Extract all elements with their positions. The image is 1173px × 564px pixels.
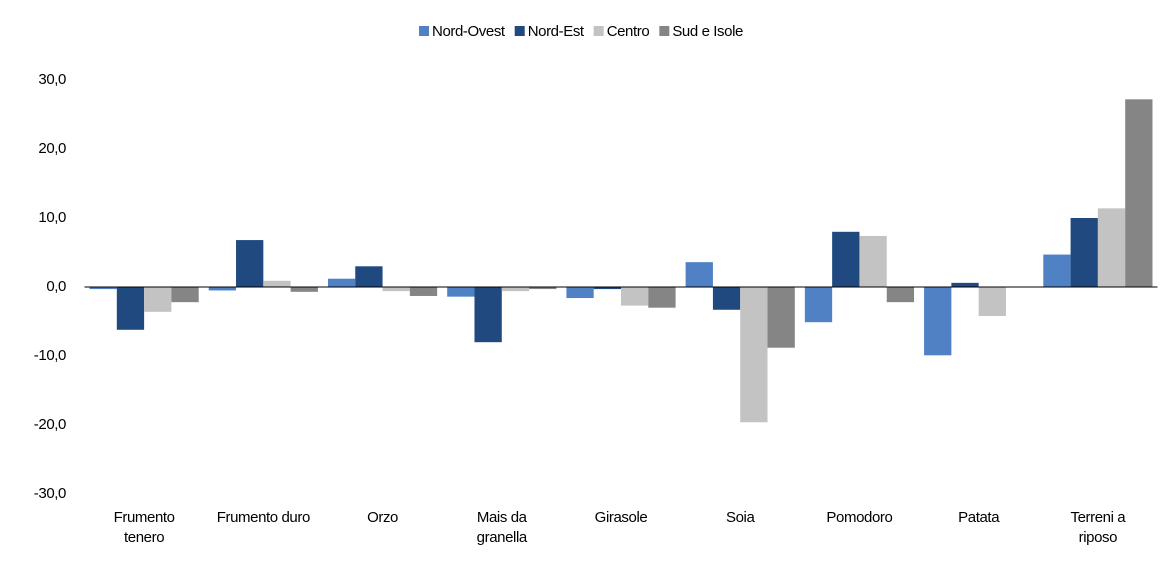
bar: [171, 287, 199, 303]
bar: [685, 262, 713, 287]
x-tick-label: Pomodoro: [826, 509, 893, 526]
legend-label: Centro: [607, 23, 650, 40]
bar: [924, 287, 952, 356]
legend-label: Sud e Isole: [672, 23, 743, 40]
bar: [144, 287, 172, 312]
bar: [474, 287, 502, 343]
bar: [1043, 254, 1071, 287]
bar: [501, 287, 530, 292]
x-tick-label: Mais da granella: [476, 509, 528, 546]
y-tick-label: -30,0: [34, 485, 66, 502]
bar: [263, 280, 291, 287]
bar: [859, 235, 887, 287]
y-tick-label: 20,0: [38, 140, 66, 157]
bar: [804, 287, 833, 323]
bar: [767, 287, 795, 348]
bar: [116, 287, 145, 330]
bar: [447, 287, 475, 297]
bar: [236, 240, 264, 287]
legend-label: Nord-Ovest: [432, 23, 506, 40]
bar: [832, 231, 860, 287]
x-tick-label: Terreni a riposo: [1070, 509, 1126, 546]
bar: [886, 287, 915, 303]
bar: [208, 287, 237, 291]
x-tick-label: Orzo: [367, 509, 398, 526]
bar: [712, 287, 741, 310]
bar: [290, 287, 318, 292]
bar: [593, 287, 621, 290]
y-tick-label: -20,0: [34, 416, 66, 433]
legend-swatch: [593, 26, 604, 36]
x-tick-label: Soia: [726, 509, 755, 526]
legend-swatch: [659, 26, 670, 36]
bar: [951, 282, 979, 287]
bar: [566, 287, 594, 299]
bar: [978, 287, 1006, 316]
x-tick-label: Patata: [958, 509, 1000, 526]
bar: [382, 287, 410, 292]
bar: [529, 287, 557, 290]
bar: [1125, 99, 1153, 287]
y-tick-label: 0,0: [46, 278, 66, 295]
y-tick-label: -10,0: [34, 347, 66, 364]
y-tick-label: 10,0: [38, 209, 66, 226]
x-tick-label: Girasole: [594, 509, 648, 526]
legend-label: Nord-Est: [528, 23, 585, 40]
legend-swatch: [419, 26, 430, 36]
bar: [1097, 208, 1126, 287]
bar: [648, 287, 676, 308]
y-tick-label: 30,0: [38, 71, 66, 88]
x-tick-label: Frumento duro: [216, 509, 311, 526]
bar: [740, 287, 768, 423]
bar: [327, 278, 356, 287]
legend-swatch: [514, 26, 525, 36]
bar: [355, 266, 383, 287]
x-tick-label: Frumento tenero: [113, 509, 175, 546]
bar: [621, 287, 649, 306]
bar: [409, 287, 438, 296]
bar: [1070, 218, 1098, 287]
bar: [89, 287, 117, 290]
